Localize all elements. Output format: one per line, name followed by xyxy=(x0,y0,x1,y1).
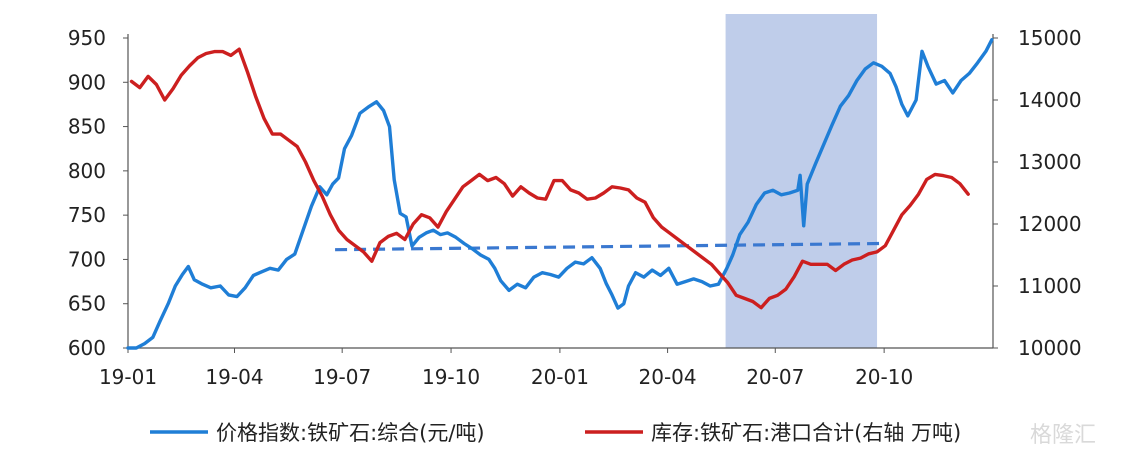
x-tick-label: 20-10 xyxy=(855,365,913,389)
x-tick-label: 20-04 xyxy=(639,365,697,389)
x-tick-label: 20-07 xyxy=(746,365,804,389)
legend-layer: 价格指数:铁矿石:综合(元/吨) 库存:铁矿石:港口合计(右轴 万吨) xyxy=(150,421,961,445)
y-right-tick-label: 14000 xyxy=(1018,88,1082,112)
y-left-tick-label: 850 xyxy=(68,115,106,139)
y-left-tick-label: 750 xyxy=(68,203,106,227)
y-left-tick-label: 900 xyxy=(68,70,106,94)
x-tick-label: 19-10 xyxy=(422,365,480,389)
x-tick-label: 19-04 xyxy=(205,365,263,389)
y-right-tick-label: 15000 xyxy=(1018,26,1082,50)
watermark-text: 格隆汇 xyxy=(1030,423,1096,448)
x-tick-label: 19-07 xyxy=(313,365,371,389)
y-left-tick-label: 800 xyxy=(68,159,106,183)
y-left-tick-label: 700 xyxy=(68,247,106,271)
legend-item-inventory: 库存:铁矿石:港口合计(右轴 万吨) xyxy=(585,421,961,445)
trend-layer xyxy=(335,241,883,252)
port-inventory-series-line xyxy=(129,47,970,310)
y-left-tick-label: 950 xyxy=(68,26,106,50)
legend-label: 价格指数:铁矿石:综合(元/吨) xyxy=(216,421,485,445)
legend-label: 库存:铁矿石:港口合计(右轴 万吨) xyxy=(651,421,961,445)
legend-item-price: 价格指数:铁矿石:综合(元/吨) xyxy=(150,421,485,445)
y-left-tick-label: 600 xyxy=(68,336,106,360)
watermark-layer: 格隆汇 xyxy=(1030,423,1096,448)
x-tick-label: 20-01 xyxy=(531,365,589,389)
y-right-tick-label: 12000 xyxy=(1018,212,1082,236)
price-trend-line xyxy=(335,241,883,252)
y-right-tick-label: 13000 xyxy=(1018,150,1082,174)
series-layer xyxy=(126,38,994,350)
price-index-series-line xyxy=(126,38,994,350)
y-right-tick-label: 11000 xyxy=(1018,274,1082,298)
y-left-tick-label: 650 xyxy=(68,292,106,316)
x-tick-label: 19-01 xyxy=(99,365,157,389)
y-right-tick-label: 10000 xyxy=(1018,336,1082,360)
axes-layer: 600 650 700 750 800 850 900 950 10000 11000 12000 1… xyxy=(68,26,1082,389)
